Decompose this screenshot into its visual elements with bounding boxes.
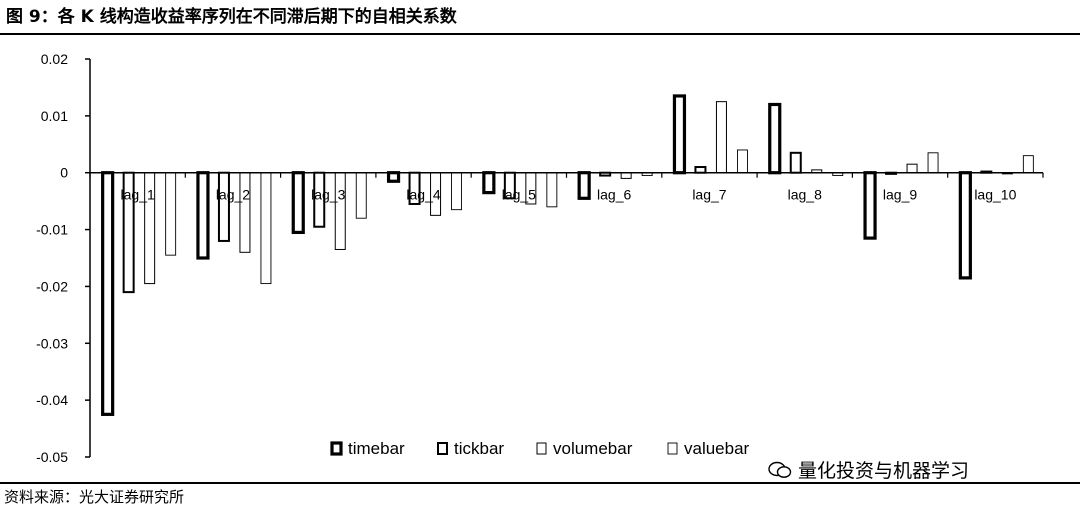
legend-swatch-tickbar — [437, 442, 448, 455]
bar-valuebar-lag_3 — [355, 172, 367, 219]
legend-label-timebar: timebar — [348, 439, 405, 458]
x-category-label: lag_9 — [883, 187, 917, 203]
bar-tickbar-lag_2 — [217, 171, 230, 242]
bar-valuebar-lag_9 — [927, 152, 939, 174]
bar-volumebar-lag_2 — [239, 172, 251, 253]
source-note: 资料来源：光大证券研究所 — [4, 488, 185, 506]
y-tick-label: -0.02 — [36, 278, 68, 294]
legend: timebar tickbar volumebar valuebar — [330, 439, 750, 458]
x-category-label: lag_2 — [216, 187, 250, 203]
x-category-label: lag_1 — [121, 187, 155, 203]
bar-valuebar-lag_1 — [165, 172, 177, 256]
bar-timebar-lag_2 — [196, 171, 210, 260]
bar-volumebar-lag_9 — [906, 163, 918, 174]
x-category-label: lag_10 — [974, 187, 1016, 203]
watermark-text: 量化投资与机器学习 — [798, 460, 970, 482]
x-category-label: lag_4 — [406, 187, 440, 203]
watermark: 量化投资与机器学习 — [768, 456, 969, 483]
bar-tickbar-lag_8 — [789, 151, 802, 174]
y-axis: 0.02 0.01 0 -0.01 -0.02 -0.03 -0.04 -0.05 — [36, 51, 91, 465]
bar-chart: 0.02 0.01 0 -0.01 -0.02 -0.03 -0.04 -0.05 lag_1… — [36, 51, 1044, 465]
y-tick-label: 0.02 — [41, 51, 68, 67]
bar-timebar-lag_5 — [482, 171, 496, 195]
y-tick-label: -0.01 — [36, 222, 68, 238]
bar-volumebar-lag_6 — [620, 172, 632, 179]
legend-label-tickbar: tickbar — [454, 439, 504, 458]
legend-swatch-valuebar — [667, 442, 678, 455]
bar-valuebar-lag_5 — [546, 172, 558, 208]
source-rule — [0, 482, 1080, 484]
x-category-label: lag_8 — [788, 187, 822, 203]
x-category-label: lag_7 — [692, 187, 726, 203]
bar-timebar-lag_9 — [863, 171, 877, 240]
x-category-label: lag_3 — [311, 187, 345, 203]
y-tick-label: -0.04 — [36, 392, 68, 408]
wechat-icon — [768, 461, 792, 478]
bar-timebar-lag_4 — [386, 171, 401, 183]
bar-timebar-lag_3 — [291, 171, 305, 235]
legend-label-valuebar: valuebar — [684, 439, 750, 458]
y-tick-label: -0.03 — [36, 335, 68, 351]
title-rule — [0, 33, 1080, 35]
y-tick-label: 0 — [60, 165, 68, 181]
legend-label-volumebar: volumebar — [553, 439, 633, 458]
y-tick-label: 0.01 — [41, 108, 68, 124]
x-category-label: lag_5 — [502, 187, 536, 203]
bar-volumebar-lag_3 — [334, 172, 346, 250]
bar-valuebar-lag_4 — [451, 172, 462, 211]
x-axis: lag_1 lag_2 lag_3 lag_4 lag_5 lag_6 lag_7 lag_8… — [89, 171, 1044, 203]
bar-timebar-lag_6 — [577, 171, 591, 200]
figure-title: 图 9：各 K 线构造收益率序列在不同滞后期下的自相关系数 — [6, 7, 457, 27]
bar-tickbar-lag_7 — [694, 166, 707, 174]
bar-timebar-lag_8 — [768, 102, 782, 175]
x-category-label: lag_6 — [597, 187, 631, 203]
y-tick-label: -0.05 — [36, 449, 68, 465]
legend-swatch-volumebar — [536, 442, 547, 455]
bar-valuebar-lag_7 — [737, 149, 748, 174]
bar-valuebar-lag_2 — [260, 172, 272, 285]
bar-timebar-lag_7 — [672, 94, 687, 175]
legend-swatch-timebar — [330, 441, 343, 456]
bars — [101, 94, 1034, 416]
bar-timebar-lag_10 — [958, 171, 972, 280]
bar-volumebar-lag_7 — [715, 101, 727, 174]
bar-timebar-lag_1 — [101, 171, 115, 416]
bar-valuebar-lag_10 — [1022, 155, 1034, 174]
